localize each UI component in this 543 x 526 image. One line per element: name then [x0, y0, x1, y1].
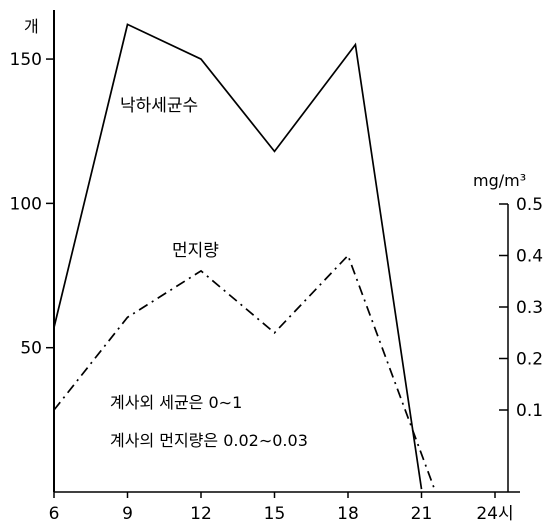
- x-tick-label: 6: [49, 504, 60, 524]
- x-tick-label: 15: [264, 504, 286, 524]
- x-tick-label: 18: [337, 504, 359, 524]
- series-line-bacteria: [53, 23, 423, 490]
- series-label-bacteria: 낙하세균수: [120, 96, 198, 116]
- left-tick-label: 100: [10, 194, 42, 214]
- right-tick-label: 0.2: [516, 350, 543, 370]
- left-axis-unit: 개: [24, 17, 39, 36]
- right-tick-label: 0.5: [516, 195, 543, 215]
- right-tick-label: 0.3: [516, 298, 543, 318]
- annotation-outside-bacteria: 계사외 세균은 0∼1: [110, 393, 242, 412]
- series-line-dust: [53, 253, 435, 488]
- chart-marks: 6 9 12 15 18 21 24시 50 100 150 0.1 0.2 0.3 0.4 0.5: [10, 23, 543, 524]
- left-tick-label: 50: [20, 339, 42, 359]
- x-tick-label: 21: [411, 504, 433, 524]
- right-axis-unit: mg/m³: [473, 171, 526, 190]
- axis-lines: [53, 10, 520, 493]
- right-tick-label: 0.1: [516, 401, 543, 421]
- left-tick-label: 150: [10, 50, 42, 70]
- x-tick-label: 12: [190, 504, 212, 524]
- x-tick-label: 9: [122, 504, 133, 524]
- annotation-inside-dust: 계사의 먼지량은 0.02∼0.03: [110, 431, 308, 450]
- x-tick-label: 24시: [476, 504, 513, 524]
- series-label-dust: 먼지량: [172, 241, 219, 261]
- right-tick-label: 0.4: [516, 247, 543, 267]
